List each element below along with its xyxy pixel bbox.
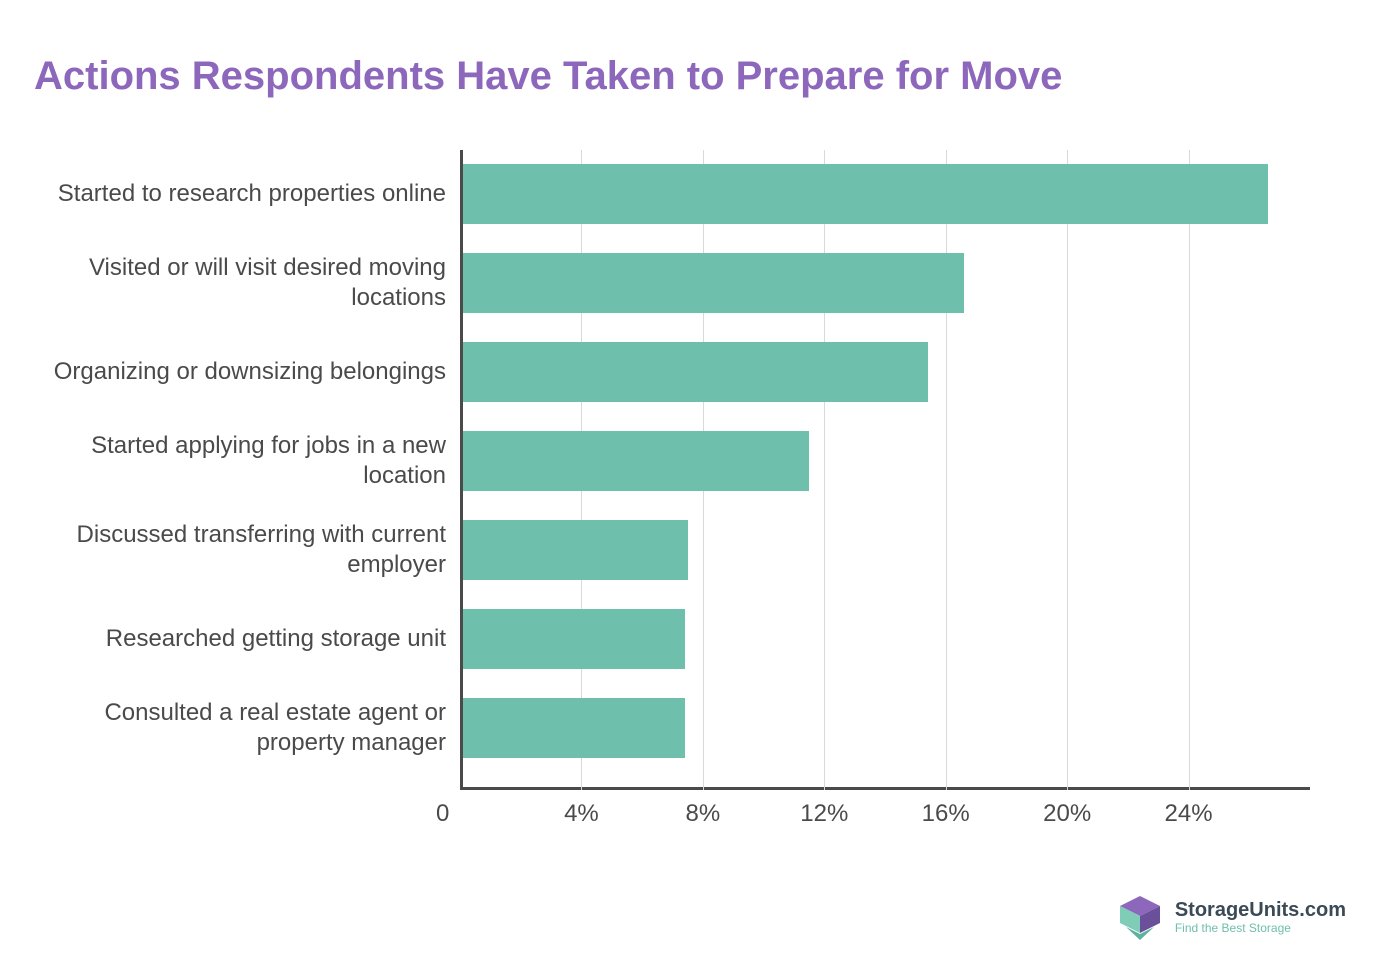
x-tick-label: 4% [564,800,599,828]
bar [463,431,809,491]
bar [463,609,685,669]
bar-chart: 4%8%12%16%20%24%0Started to research pro… [460,150,1310,790]
brand-tagline: Find the Best Storage [1175,921,1346,935]
x-tick-label: 20% [1043,800,1091,828]
bar [463,698,685,758]
gridline [1189,150,1190,790]
category-label: Consulted a real estate agent or propert… [36,698,446,758]
brand-footer: StorageUnits.com Find the Best Storage [1115,892,1346,942]
gridline [1067,150,1068,790]
x-tick-label: 12% [800,800,848,828]
gridline [824,150,825,790]
category-label: Researched getting storage unit [36,624,446,654]
brand-logo-icon [1115,892,1165,942]
x-tick-label: 16% [922,800,970,828]
category-label: Discussed transferring with current empl… [36,520,446,580]
category-label: Organizing or downsizing belongings [36,357,446,387]
bar [463,342,928,402]
page-title: Actions Respondents Have Taken to Prepar… [34,54,1062,99]
brand-text: StorageUnits.com Find the Best Storage [1175,899,1346,935]
bar [463,520,688,580]
x-axis [460,787,1310,790]
category-label: Started applying for jobs in a new locat… [36,431,446,491]
brand-name: StorageUnits.com [1175,899,1346,921]
x-tick-label: 24% [1165,800,1213,828]
category-label: Started to research properties online [36,179,446,209]
x-tick-label: 8% [686,800,721,828]
bar [463,164,1268,224]
plot-area [460,150,1310,790]
gridline [946,150,947,790]
bar [463,253,964,313]
category-label: Visited or will visit desired moving loc… [36,253,446,313]
x-zero-label: 0 [436,800,449,828]
